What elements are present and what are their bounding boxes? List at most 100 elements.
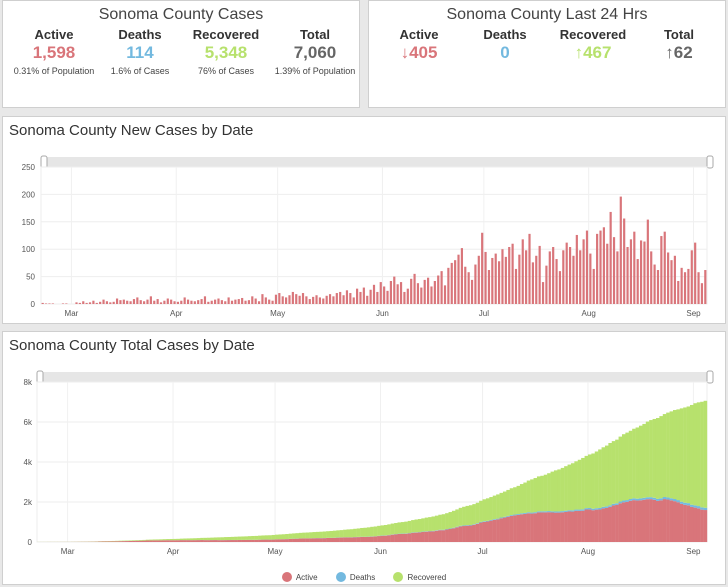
x-tick-label: Sep: [686, 547, 701, 556]
area-segment-active: [676, 502, 680, 542]
area-segment-recovered: [380, 525, 385, 536]
area-segment-active: [649, 499, 653, 542]
last24-active: Active ↓405: [369, 27, 469, 63]
area-segment-active: [322, 538, 327, 542]
area-segment-active: [533, 513, 538, 542]
bar: [518, 254, 521, 304]
range-slider-handle[interactable]: [40, 155, 48, 169]
stat-recovered: Recovered 5,348 76% of Cases: [176, 27, 276, 77]
area-segment-recovered: [159, 539, 164, 541]
bar: [234, 299, 237, 304]
area-segment-deaths: [509, 515, 514, 516]
area-segment-recovered: [353, 528, 357, 537]
area-segment-active: [458, 526, 463, 542]
y-tick-label: 8k: [24, 378, 33, 387]
area-segment-active: [339, 537, 344, 542]
legend-item-recovered[interactable]: Recovered: [393, 572, 446, 582]
range-slider-handle[interactable]: [706, 155, 714, 169]
area-segment-recovered: [601, 447, 606, 507]
area-segment-active: [247, 539, 252, 542]
bar: [105, 301, 109, 304]
range-slider-handle[interactable]: [706, 370, 714, 384]
area-segment-active: [156, 540, 160, 542]
area-segment-recovered: [598, 449, 602, 508]
area-segment-active: [360, 536, 364, 542]
area-segment-recovered: [217, 537, 221, 541]
area-segment-active: [509, 515, 514, 542]
bar: [186, 299, 190, 304]
plot-area: [40, 166, 708, 305]
area-segment-active: [536, 512, 541, 542]
bar: [416, 283, 420, 304]
area-segment-active: [227, 540, 232, 542]
area-segment-active: [451, 528, 456, 542]
area-segment-recovered: [190, 538, 194, 541]
area-segment-recovered: [377, 525, 381, 536]
legend-item-deaths[interactable]: Deaths: [335, 572, 375, 582]
area-segment-recovered: [346, 529, 351, 538]
bar: [203, 296, 207, 304]
area-segment-deaths: [655, 498, 660, 501]
area-segment-active: [383, 535, 388, 542]
y-tick-label: 0: [31, 300, 36, 309]
bar: [427, 277, 430, 304]
area-segment-recovered: [431, 516, 436, 531]
x-tick-label: Sep: [686, 309, 701, 318]
area-segment-active: [380, 535, 385, 542]
area-segment-active: [244, 539, 249, 542]
area-segment-active: [679, 503, 684, 542]
area-segment-recovered: [649, 420, 653, 498]
summary-panel: Sonoma County Cases Active 1,598 0.31% o…: [2, 0, 360, 108]
x-tick-label: May: [268, 547, 283, 556]
legend-item-active[interactable]: Active: [281, 572, 318, 582]
area-segment-recovered: [234, 536, 238, 540]
area-segment-deaths: [574, 509, 578, 511]
area-segment-recovered: [666, 412, 670, 498]
bar: [602, 227, 605, 304]
bar: [349, 293, 352, 304]
area-segment-active: [145, 540, 150, 542]
area-segment-recovered: [462, 506, 466, 526]
area-segment-active: [448, 528, 453, 542]
area-segment-active: [659, 500, 663, 542]
area-segment-active: [557, 512, 561, 542]
bar: [210, 300, 213, 304]
area-segment-recovered: [615, 439, 619, 504]
area-segment-deaths: [676, 500, 680, 503]
bar: [109, 302, 112, 304]
area-segment-active: [241, 539, 245, 542]
range-slider-track[interactable]: [37, 372, 713, 382]
bar: [126, 300, 129, 304]
area-segment-active: [669, 500, 674, 542]
range-slider-handle[interactable]: [36, 370, 44, 384]
area-segment-recovered: [278, 534, 283, 540]
bar: [562, 250, 565, 304]
bar: [656, 270, 660, 304]
area-segment-recovered: [519, 484, 524, 514]
area-segment-deaths: [659, 498, 663, 501]
area-segment-active: [414, 532, 419, 542]
area-segment-active: [567, 511, 572, 542]
area-segment-recovered: [421, 518, 425, 532]
range-slider-track[interactable]: [41, 157, 713, 167]
bar: [683, 272, 687, 304]
bar: [582, 239, 585, 304]
bar: [481, 232, 484, 304]
area-segment-active: [472, 524, 476, 542]
area-segment-recovered: [156, 539, 160, 541]
area-segment-deaths: [625, 500, 629, 502]
area-segment-recovered: [451, 510, 456, 528]
area-segment-deaths: [502, 516, 507, 518]
area-segment-active: [394, 534, 398, 542]
area-segment-recovered: [441, 514, 446, 530]
area-segment-active: [431, 531, 436, 542]
area-segment-recovered: [455, 509, 459, 527]
summary-title: Sonoma County Cases: [98, 6, 264, 23]
area-segment-deaths: [553, 511, 558, 513]
area-segment-active: [169, 540, 174, 542]
area-segment-recovered: [213, 537, 218, 540]
x-tick-label: Apr: [167, 547, 180, 556]
area-segment-active: [523, 513, 527, 542]
area-segment-recovered: [696, 402, 701, 507]
area-segment-recovered: [509, 488, 514, 516]
